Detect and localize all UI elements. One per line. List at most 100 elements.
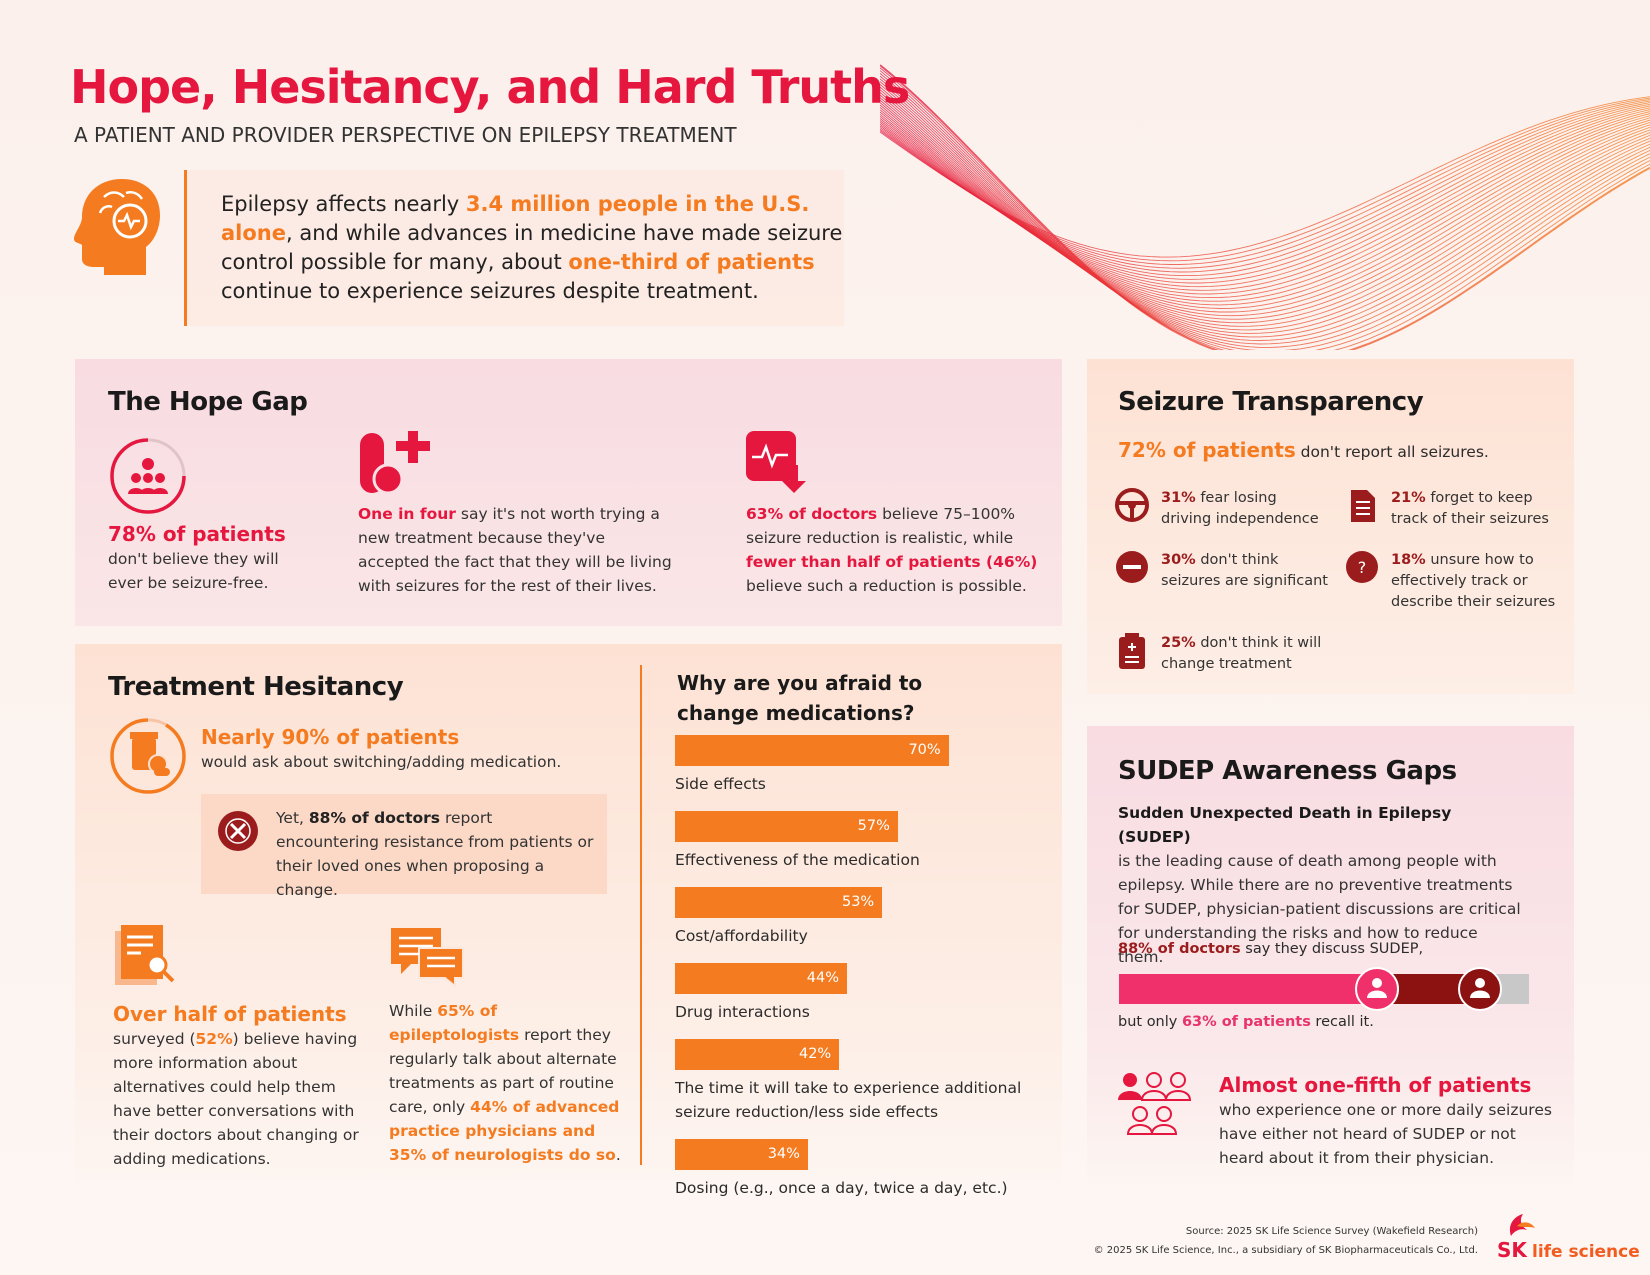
item-text-part: unsure how to effectively track or descr… [1391,552,1556,610]
shape [1517,1222,1535,1228]
wave-line [880,94,1650,324]
text: who experience one or more daily seizure… [1219,1101,1552,1167]
wave-line [880,75,1650,348]
shape [1356,501,1370,515]
icon [746,431,806,493]
shape [1123,565,1141,569]
shape [1118,501,1146,519]
wave-line [880,92,1650,327]
shape [1457,967,1502,1011]
shape: surveyed (52%) believe having more infor… [113,1027,363,1171]
sudep-panel: SUDEP Awareness Gaps Sudden Unexpected D… [1087,726,1574,1184]
shape [143,473,153,483]
logo-mark [1509,1214,1535,1236]
bar-chart: 70% Side effects 57% Effectiveness of the m… [675,735,1055,1215]
text: but only [1118,1014,1182,1030]
text: don't report all seizures. [1295,443,1489,461]
text: Over half of patients [113,1002,347,1026]
item-text: 30% don't think seizures are significant [1161,550,1331,613]
shape [396,431,430,463]
sudep-doctors: 88% of doctors say they discuss SUDEP, [1118,941,1423,957]
item-text-part: forget to keep track of their seizures [1391,490,1549,527]
shape [1125,643,1139,663]
bar-category-label: Dosing (e.g., once a day, twice a day, e… [675,1179,1008,1197]
bar-row: 70% Side effects [675,735,1055,796]
text: © 2025 SK Life Science, Inc., a subsidia… [1093,1245,1478,1256]
bar-value-label: 44% [806,970,840,986]
text: One in four [358,505,456,523]
text: don't believe they will ever be seizure-… [108,550,279,592]
shape [98,191,144,214]
text: 65% of epileptologists [389,1002,520,1044]
section-title: Seizure Transparency [1118,387,1424,417]
bar-row: 34% Dosing (e.g., once a day, twice a day… [675,1139,1055,1200]
text: 3.4 million people in the U.S. alone [221,192,810,245]
sudep-bar-segment [1119,974,1378,1004]
shape [130,732,158,739]
wave-line [880,107,1650,306]
item-text: 21% forget to keep track of their seizur… [1391,488,1561,530]
wave-line [880,99,1650,317]
shape [1150,1124,1178,1135]
section-title: SUDEP Awareness Gaps [1118,756,1457,786]
hope-stat: 78% of patients don't believe they will … [108,521,308,595]
hope-gap-panel: The Hope Gap 78% of patients don't belie… [75,359,1062,626]
shape: ? [1358,558,1367,577]
text: is the leading cause of death among peop… [1118,852,1521,966]
icon [1351,490,1375,522]
text: 52% [195,1030,233,1048]
title: Hope, Hesitancy, and Hard Truths [70,60,910,114]
subtitle: A PATIENT AND PROVIDER PERSPECTIVE ON EP… [74,123,737,147]
icon [1119,633,1145,669]
sudep-stat: Almost one-fifth of patients who experie… [1219,1072,1559,1170]
sudep-marker [1457,967,1502,1011]
text: ) believe having more information about … [113,1030,359,1168]
shape [1469,990,1490,998]
shape [1126,1072,1192,1135]
shape [112,203,148,239]
text: Source: 2025 SK Life Science Survey (Wak… [1185,1226,1478,1237]
text: . [615,1146,621,1164]
shape [782,465,806,493]
wave-line [880,67,1650,350]
intro-box: Epilepsy affects nearly 3.4 million peop… [184,170,844,326]
item-text: 25% don't think it will change treatment [1161,633,1331,675]
sudep-definition: Sudden Unexpected Death in Epilepsy (SUD… [1118,801,1528,969]
bar-category-label: Cost/affordability [675,927,808,945]
shape [1132,1106,1148,1122]
shape [1146,1072,1162,1088]
section-title: The Hope Gap [108,387,308,417]
hope-text: One in four say it's not worth trying a … [358,502,678,598]
wave-line [880,86,1650,334]
wave-line [880,64,1650,350]
shape [127,935,153,955]
sudep-bar [1119,967,1529,1011]
wave-line [880,89,1650,331]
text: say they discuss SUDEP, [1240,941,1424,957]
bar-row: 57% Effectiveness of the medication [675,811,1055,872]
shape [131,473,141,483]
shape [154,768,170,776]
shape [1123,1073,1137,1087]
chart-title: Why are you afraid to change medications… [677,671,923,725]
wave-line [880,78,1650,345]
bar: 34% [675,1139,808,1170]
text: believe such a reduction is possible. [746,577,1027,595]
wave-line [880,97,1650,262]
transparency-item: ? 18% unsure how to effectively track or … [1345,550,1565,613]
sudep-marker [1355,967,1400,1011]
shape [1125,633,1139,639]
bar-category-label: Side effects [675,775,766,793]
text: believe 75–100% seizure reduction is rea… [746,505,1016,547]
bar-row: 44% Drug interactions [675,963,1055,1024]
text: 88% of doctors [1118,941,1241,957]
bar: 70% [675,735,949,766]
transparency-item: 21% forget to keep track of their seizur… [1345,488,1565,530]
callout-box: Yet, 88% of doctors report encountering … [201,794,607,899]
shape [1140,1090,1168,1101]
bar-category-label: The time it will take to experience addi… [675,1079,1022,1121]
transparency-item: 31% fear losing driving independence [1115,488,1345,530]
hesitancy-stat: Nearly 90% of patients would ask about s… [201,724,601,774]
wave-line [880,70,1650,350]
